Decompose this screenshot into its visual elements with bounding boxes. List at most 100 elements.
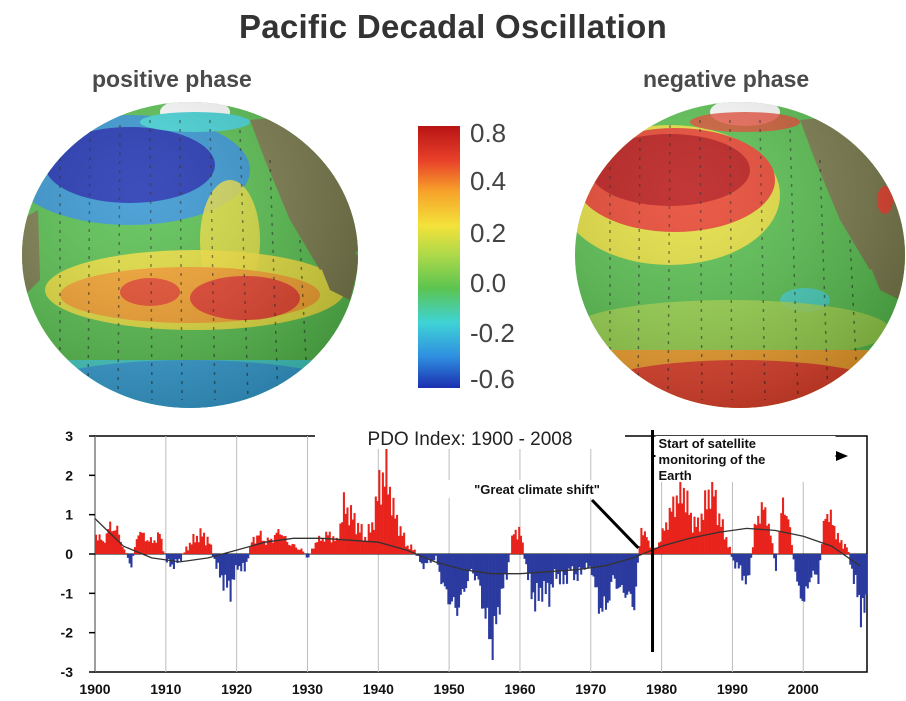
pdo-bar bbox=[743, 554, 746, 576]
pdo-bar bbox=[606, 554, 609, 603]
y-tick-label: 3 bbox=[65, 428, 73, 444]
pdo-bar bbox=[819, 554, 822, 561]
pdo-bar bbox=[318, 535, 321, 554]
pdo-bar bbox=[537, 554, 540, 601]
pdo-bar bbox=[541, 554, 544, 602]
pdo-bar bbox=[427, 554, 430, 559]
pdo-bar bbox=[364, 536, 367, 554]
pdo-bar bbox=[674, 517, 677, 554]
pdo-bar bbox=[151, 542, 154, 554]
pdo-bar bbox=[645, 537, 648, 554]
pdo-bar bbox=[353, 513, 356, 554]
pdo-bar bbox=[720, 526, 723, 554]
pdo-bar bbox=[829, 509, 832, 554]
pdo-bar bbox=[700, 513, 703, 554]
pdo-bar bbox=[806, 554, 809, 589]
pdo-bar bbox=[812, 554, 815, 571]
pdo-bar bbox=[654, 547, 657, 554]
pdo-bar bbox=[691, 532, 694, 554]
shift-label-bg bbox=[432, 480, 642, 498]
pdo-bar bbox=[162, 551, 165, 554]
pdo-bar bbox=[865, 554, 868, 595]
pdo-bar bbox=[542, 554, 546, 582]
pdo-bar bbox=[445, 554, 448, 590]
pdo-bar bbox=[450, 554, 453, 602]
pdo-bar bbox=[574, 554, 577, 575]
pdo-bar bbox=[155, 542, 158, 554]
pdo-bar bbox=[677, 503, 680, 554]
pdo-bar bbox=[612, 554, 615, 576]
pdo-bar bbox=[105, 533, 108, 554]
x-tick-label: 1990 bbox=[717, 681, 748, 697]
pdo-bar bbox=[755, 525, 758, 554]
pdo-bar bbox=[454, 554, 457, 608]
pdo-bar bbox=[167, 554, 170, 559]
pdo-bar bbox=[783, 514, 786, 554]
pdo-bar bbox=[100, 539, 103, 554]
chart-title-bg bbox=[315, 427, 625, 449]
pdo-bar bbox=[580, 554, 583, 575]
pdo-bar bbox=[190, 544, 193, 554]
pdo-bar bbox=[615, 554, 618, 589]
pdo-bar bbox=[289, 545, 292, 554]
smoothed-trend-line bbox=[94, 518, 861, 575]
pdo-bar bbox=[643, 531, 646, 554]
pdo-bar bbox=[573, 554, 576, 581]
x-tick-label: 1900 bbox=[79, 681, 110, 697]
pdo-bar bbox=[670, 511, 673, 554]
pdo-bar bbox=[298, 549, 301, 554]
pdo-bar bbox=[114, 530, 117, 554]
pdo-bar bbox=[525, 554, 528, 565]
pdo-bar bbox=[610, 554, 613, 582]
pdo-bar bbox=[316, 542, 319, 554]
y-tick-label: 1 bbox=[65, 507, 73, 523]
pdo-bar bbox=[463, 554, 466, 592]
y-tick-label: 2 bbox=[65, 467, 73, 483]
pdo-bar bbox=[748, 554, 751, 576]
satellite-label-line: Start of satellite bbox=[659, 436, 757, 451]
pdo-bar bbox=[698, 531, 701, 554]
pdo-bar bbox=[434, 554, 438, 556]
x-tick-label: 1950 bbox=[434, 681, 465, 697]
pdo-bar bbox=[268, 539, 271, 554]
pdo-bar bbox=[349, 505, 353, 554]
pdo-bar bbox=[668, 507, 671, 554]
pdo-bar bbox=[272, 542, 275, 554]
pdo-bar bbox=[472, 554, 475, 574]
pdo-bar bbox=[238, 554, 241, 567]
pdo-bar bbox=[789, 527, 792, 554]
pdo-bar bbox=[201, 536, 204, 554]
pdo-bar bbox=[250, 542, 253, 554]
pdo-bar bbox=[638, 546, 641, 554]
pdo-bar bbox=[560, 554, 563, 571]
x-tick-label: 1940 bbox=[363, 681, 394, 697]
pdo-bar bbox=[757, 515, 760, 554]
pdo-bar bbox=[785, 516, 788, 554]
pdo-bar bbox=[665, 522, 668, 554]
pdo-bar bbox=[210, 544, 213, 554]
pdo-bar bbox=[527, 554, 530, 581]
y-tick-label: -3 bbox=[61, 664, 74, 680]
pdo-bar bbox=[128, 554, 131, 564]
colorbar-tick-label: 0.2 bbox=[470, 218, 507, 248]
pdo-bar bbox=[429, 554, 432, 563]
pdo-bar bbox=[776, 553, 779, 554]
pdo-bar bbox=[233, 554, 236, 580]
pdo-bar bbox=[334, 540, 337, 554]
pdo-bar bbox=[431, 554, 434, 561]
pdo-bar bbox=[261, 540, 264, 554]
pdo-bar bbox=[406, 545, 409, 554]
pdo-bar bbox=[323, 541, 326, 554]
pdo-bar bbox=[156, 532, 160, 554]
pdo-bar bbox=[828, 522, 831, 554]
pdo-bar bbox=[509, 553, 512, 554]
pdo-bar bbox=[741, 554, 744, 581]
pdo-bar bbox=[231, 554, 234, 580]
pdo-bar bbox=[388, 486, 391, 554]
pdo-bar bbox=[443, 554, 446, 587]
pdo-bar bbox=[102, 541, 105, 554]
pdo-bar bbox=[286, 542, 289, 554]
pdo-bar bbox=[280, 535, 283, 554]
pdo-bar bbox=[325, 531, 328, 554]
pdo-bar bbox=[142, 532, 145, 554]
